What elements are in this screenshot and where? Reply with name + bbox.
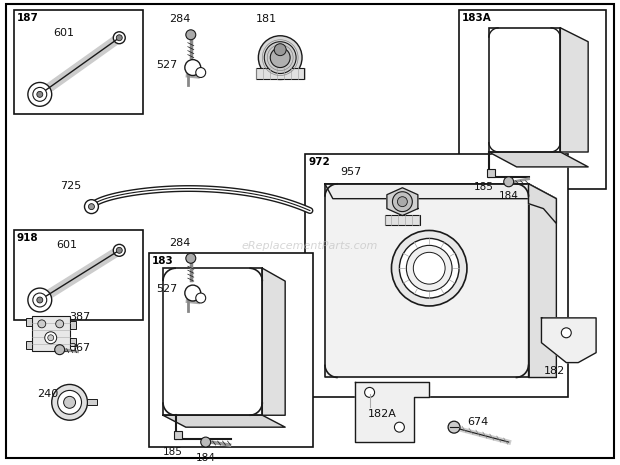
Circle shape: [113, 245, 125, 256]
Text: 183A: 183A: [462, 13, 492, 23]
Circle shape: [259, 36, 302, 80]
Circle shape: [185, 60, 201, 75]
Circle shape: [201, 437, 211, 447]
Circle shape: [186, 253, 196, 263]
Circle shape: [391, 231, 467, 306]
Circle shape: [28, 82, 51, 106]
Bar: [459, 10, 606, 189]
Bar: [489, 28, 560, 152]
Circle shape: [399, 239, 459, 298]
Circle shape: [58, 391, 81, 414]
Circle shape: [270, 48, 290, 67]
Text: 527: 527: [156, 60, 177, 70]
Text: eReplacementParts.com: eReplacementParts.com: [242, 241, 378, 252]
Text: 284: 284: [169, 239, 190, 248]
Circle shape: [33, 293, 46, 307]
Bar: [14, 231, 143, 320]
Bar: [14, 10, 143, 114]
Circle shape: [274, 44, 286, 56]
Circle shape: [117, 247, 122, 253]
Text: 957: 957: [340, 167, 361, 177]
Bar: [174, 431, 182, 439]
Polygon shape: [163, 415, 285, 427]
Circle shape: [113, 32, 125, 44]
Text: 601: 601: [54, 28, 74, 38]
Polygon shape: [355, 382, 429, 442]
Text: 240: 240: [37, 389, 58, 399]
Circle shape: [196, 67, 206, 78]
Circle shape: [397, 197, 407, 206]
Bar: [26, 341, 32, 349]
Circle shape: [38, 320, 46, 328]
Circle shape: [394, 422, 404, 432]
Circle shape: [48, 335, 54, 341]
Text: 601: 601: [56, 240, 78, 250]
Circle shape: [64, 396, 76, 408]
Circle shape: [89, 204, 94, 210]
Circle shape: [45, 332, 56, 344]
Text: 972: 972: [308, 157, 330, 167]
Text: 185: 185: [163, 447, 183, 457]
Bar: [384, 214, 420, 225]
Circle shape: [185, 285, 201, 301]
Polygon shape: [387, 188, 418, 216]
Text: 387: 387: [69, 312, 91, 322]
Circle shape: [406, 246, 452, 291]
Text: 182A: 182A: [368, 409, 397, 419]
Text: 674: 674: [467, 417, 488, 427]
Circle shape: [365, 387, 374, 398]
Polygon shape: [528, 184, 556, 224]
Text: 185: 185: [474, 182, 494, 192]
Polygon shape: [528, 184, 556, 378]
Polygon shape: [560, 28, 588, 152]
Bar: [69, 338, 76, 345]
Bar: [305, 154, 569, 398]
Bar: [256, 67, 304, 80]
Circle shape: [28, 288, 51, 312]
Circle shape: [55, 345, 64, 355]
Text: 184: 184: [196, 453, 216, 463]
Text: 527: 527: [156, 284, 177, 294]
Circle shape: [33, 87, 46, 101]
Bar: [149, 253, 313, 447]
Bar: [487, 169, 495, 177]
Circle shape: [392, 192, 412, 212]
Polygon shape: [262, 268, 285, 415]
Circle shape: [561, 328, 571, 338]
Text: 918: 918: [17, 233, 38, 244]
Circle shape: [56, 320, 64, 328]
Text: 284: 284: [169, 14, 190, 24]
Bar: [32, 316, 69, 351]
Circle shape: [37, 92, 43, 97]
Bar: [26, 318, 32, 326]
Circle shape: [51, 385, 87, 420]
Circle shape: [186, 30, 196, 40]
Polygon shape: [325, 184, 556, 199]
Bar: [87, 399, 97, 405]
Circle shape: [37, 297, 43, 303]
Circle shape: [448, 421, 460, 433]
Circle shape: [414, 252, 445, 284]
Bar: [69, 321, 76, 329]
Bar: [163, 268, 262, 415]
Text: 184: 184: [498, 191, 518, 201]
Text: 725: 725: [60, 181, 81, 191]
Text: 182: 182: [544, 365, 565, 376]
Circle shape: [503, 177, 513, 187]
Circle shape: [264, 42, 296, 73]
Polygon shape: [325, 184, 528, 378]
Polygon shape: [541, 318, 596, 363]
Text: 181: 181: [255, 14, 277, 24]
Circle shape: [84, 199, 99, 213]
Circle shape: [117, 35, 122, 41]
Text: 187: 187: [17, 13, 39, 23]
Circle shape: [196, 293, 206, 303]
Text: 367: 367: [69, 343, 91, 353]
Text: 183: 183: [152, 256, 174, 266]
Polygon shape: [489, 152, 588, 167]
